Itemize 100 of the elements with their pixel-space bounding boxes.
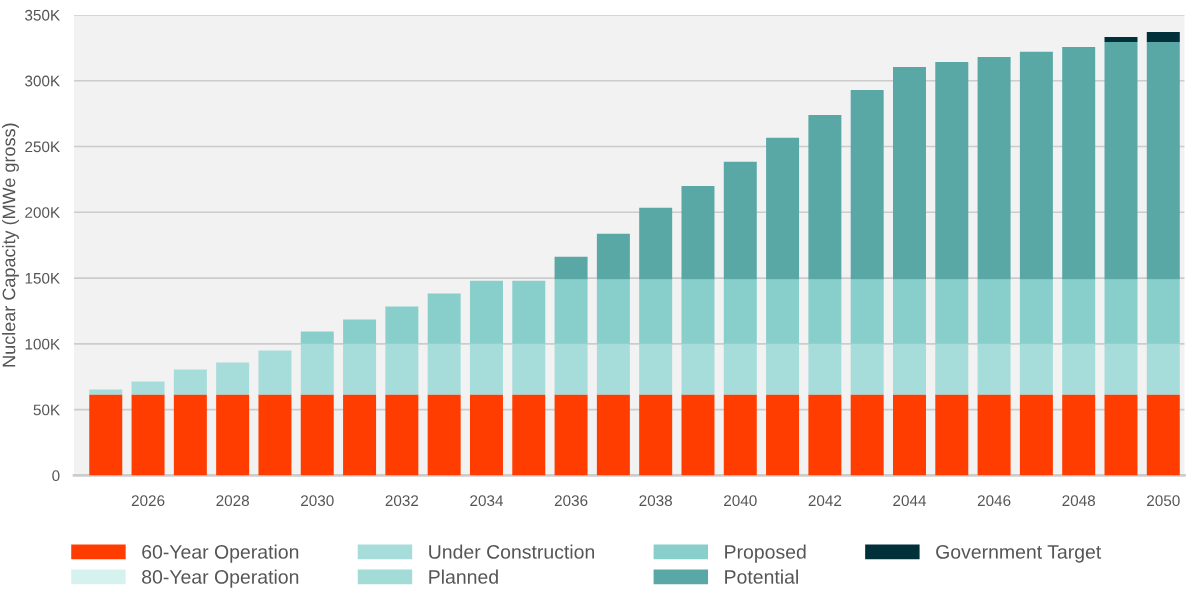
- bar: [723, 161, 757, 280]
- bar: [469, 343, 503, 395]
- bar: [977, 343, 1011, 395]
- bar: [1019, 394, 1053, 476]
- bar: [766, 279, 800, 344]
- bar: [1104, 41, 1138, 280]
- bar: [892, 279, 926, 344]
- legend-label: 80-Year Operation: [142, 569, 299, 588]
- bar: [1146, 279, 1180, 344]
- y-tick-label: 300K: [25, 75, 60, 87]
- bar: [1062, 279, 1096, 344]
- y-tick-label: 350K: [25, 9, 60, 21]
- bar: [343, 394, 377, 476]
- bar: [977, 279, 1011, 344]
- bar: [469, 394, 503, 476]
- bar: [639, 279, 673, 344]
- y-tick-label: 50K: [33, 404, 60, 416]
- bar: [681, 394, 715, 476]
- bar: [639, 207, 673, 280]
- bar: [385, 306, 419, 344]
- legend-label: Under Construction: [429, 544, 594, 559]
- bar: [131, 394, 165, 476]
- bar: [427, 394, 461, 476]
- x-tick-label: 2032: [385, 495, 419, 507]
- bar: [343, 319, 377, 344]
- bar: [469, 280, 503, 344]
- bar: [596, 233, 630, 280]
- bar: [681, 185, 715, 280]
- bar: [766, 343, 800, 395]
- bar: [1019, 51, 1053, 280]
- bar: [1019, 343, 1053, 395]
- bar: [554, 343, 588, 395]
- bar: [554, 279, 588, 344]
- bar: [300, 394, 334, 476]
- legend-label: Proposed: [725, 544, 806, 563]
- bar: [258, 394, 292, 476]
- bar: [173, 369, 207, 395]
- bar: [89, 389, 123, 395]
- x-tick-label: 2036: [554, 495, 588, 507]
- bar: [512, 280, 546, 344]
- bar: [639, 394, 673, 476]
- bar: [766, 394, 800, 476]
- x-tick-label: 2040: [724, 495, 757, 507]
- bar: [216, 394, 250, 476]
- x-tick-label: 2026: [131, 495, 165, 507]
- x-tick-label: 2050: [1147, 495, 1180, 507]
- bar: [427, 343, 461, 395]
- bar: [1104, 394, 1138, 476]
- bar: [681, 343, 715, 395]
- bar: [173, 394, 207, 476]
- legend-label: Potential: [725, 569, 798, 584]
- bar: [808, 394, 842, 476]
- bar: [427, 293, 461, 344]
- bar: [512, 394, 546, 476]
- bar: [808, 114, 842, 280]
- bar: [596, 343, 630, 395]
- bar: [1104, 279, 1138, 344]
- bar: [935, 394, 969, 476]
- y-tick-label: 100K: [25, 338, 60, 350]
- bar: [300, 331, 334, 344]
- bar: [554, 256, 588, 280]
- legend-label: Planned: [429, 569, 498, 584]
- y-tick-label: 250K: [25, 141, 60, 153]
- bar: [216, 362, 250, 395]
- bar: [596, 279, 630, 344]
- bar: [850, 89, 884, 280]
- bar: [850, 343, 884, 395]
- x-tick-label: 2048: [1062, 495, 1096, 507]
- bar: [766, 137, 800, 280]
- bar: [131, 381, 165, 395]
- bar: [850, 394, 884, 476]
- bar: [808, 343, 842, 395]
- bar: [935, 279, 969, 344]
- bar: [1104, 36, 1138, 42]
- bar: [1062, 46, 1096, 280]
- legend-label: 60-Year Operation: [142, 544, 299, 563]
- bar: [385, 394, 419, 476]
- x-tick-label: 2028: [216, 495, 249, 507]
- bar: [300, 343, 334, 395]
- bar: [1062, 343, 1096, 395]
- bar: [343, 343, 377, 395]
- bar: [681, 279, 715, 344]
- x-tick-label: 2034: [470, 495, 504, 507]
- bar: [1146, 41, 1180, 280]
- x-tick-label: 2030: [301, 495, 334, 507]
- bar: [512, 343, 546, 395]
- y-axis-title: Nuclear Capacity (MWe gross): [2, 123, 19, 367]
- bar: [554, 394, 588, 476]
- bar: [977, 394, 1011, 476]
- x-tick-label: 2042: [808, 495, 842, 507]
- bar: [723, 394, 757, 476]
- bar: [977, 57, 1011, 280]
- bar: [1104, 343, 1138, 395]
- x-tick-label: 2038: [639, 495, 673, 507]
- x-tick-label: 2046: [977, 495, 1011, 507]
- bar: [850, 279, 884, 344]
- bar: [1019, 279, 1053, 344]
- x-tick-label: 2044: [893, 495, 927, 507]
- y-tick-label: 0: [52, 470, 60, 482]
- bar: [89, 394, 123, 476]
